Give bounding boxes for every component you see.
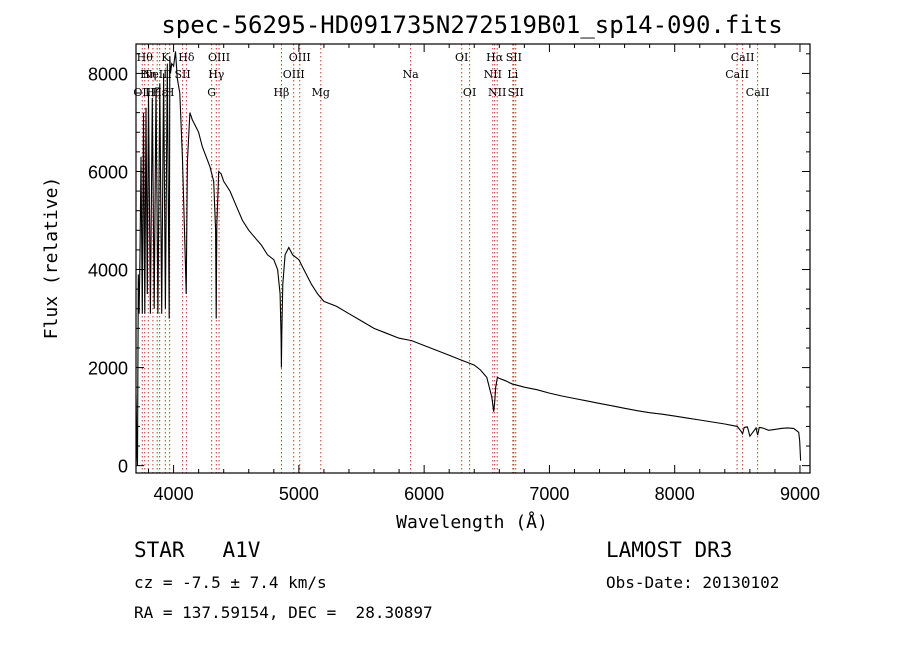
line-marker-label: CaII xyxy=(731,51,755,64)
spectrum-line xyxy=(135,51,802,466)
line-marker-label: Hη xyxy=(140,68,156,81)
line-marker-label: Hα xyxy=(486,51,504,64)
redshift-text: cz = -7.5 ± 7.4 km/s xyxy=(134,573,327,592)
line-marker-label: Hγ xyxy=(208,68,225,81)
x-tick-label: 5000 xyxy=(279,484,319,504)
line-marker-label: SII xyxy=(174,68,190,81)
line-marker-label: Hδ xyxy=(178,51,195,64)
line-marker-label: CaII xyxy=(746,86,770,99)
coordinates-text: RA = 137.59154, DEC = 28.30897 xyxy=(134,603,433,622)
plot-frame xyxy=(135,43,811,474)
line-marker-label: G xyxy=(207,86,216,99)
line-marker-label: NII xyxy=(484,68,502,81)
x-tick-label: 7000 xyxy=(529,484,569,504)
line-marker-label: NII xyxy=(488,86,506,99)
line-marker-label: NeIII xyxy=(143,68,172,81)
line-marker-label: OI xyxy=(463,86,476,99)
line-marker-label: OIII xyxy=(283,68,305,81)
line-marker-label: K xyxy=(161,51,170,64)
survey-name: LAMOST DR3 xyxy=(606,538,733,562)
y-tick-label: 0 xyxy=(118,457,128,477)
y-tick-label: 2000 xyxy=(88,359,128,379)
line-marker-label: Hβ xyxy=(273,86,289,99)
x-axis-label: Wavelength (Å) xyxy=(396,511,548,533)
line-marker-label: Li xyxy=(507,68,518,81)
x-tick-label: 4000 xyxy=(154,484,194,504)
observation-date: Obs-Date: 20130102 xyxy=(606,573,780,592)
x-axis: 4000 5000 6000 7000 8000 9000 xyxy=(148,44,820,504)
x-tick-label: 6000 xyxy=(404,484,444,504)
x-tick-label: 8000 xyxy=(655,484,695,504)
y-axis-label: Flux (relative) xyxy=(41,177,62,340)
line-marker-label: Hθ xyxy=(137,51,154,64)
line-marker-label: Na xyxy=(403,68,420,81)
line-marker-label: OI xyxy=(455,51,468,64)
line-marker-label: Mg xyxy=(312,86,330,99)
line-marker-label: OII xyxy=(133,86,151,99)
line-marker-label: OIII xyxy=(208,51,230,64)
chart-title: spec-56295-HD091735N272519B01_sp14-090.f… xyxy=(161,11,782,39)
classification-text: STAR A1V xyxy=(134,538,261,562)
line-marker-label: SII xyxy=(508,86,524,99)
line-marker-label: SII xyxy=(506,51,522,64)
y-axis: 0 2000 4000 6000 8000 xyxy=(88,53,810,477)
y-tick-label: 8000 xyxy=(88,64,128,84)
y-tick-label: 6000 xyxy=(88,162,128,182)
y-tick-label: 4000 xyxy=(88,261,128,281)
line-marker-label: OIII xyxy=(289,51,311,64)
x-tick-label: 9000 xyxy=(780,484,820,504)
line-marker-label: CaII xyxy=(725,68,749,81)
